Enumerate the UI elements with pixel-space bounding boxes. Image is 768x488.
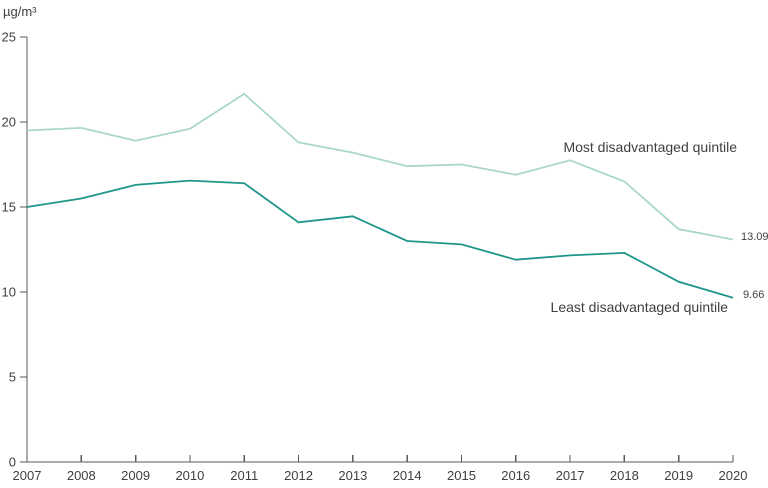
- x-tick-label: 2008: [67, 468, 96, 483]
- y-tick-label: 10: [2, 285, 16, 300]
- y-tick-label: 0: [9, 455, 16, 470]
- x-tick-label: 2011: [230, 468, 258, 483]
- tick-labels: 0 5 10 15 20 25 2007 2008 2009 2010 2011 2012 2013 20…: [2, 30, 748, 484]
- x-tick-label: 2016: [501, 468, 530, 483]
- axes: [20, 36, 734, 463]
- x-tick-label: 2017: [556, 468, 585, 483]
- end-value-least-disadvantaged: 9.66: [743, 289, 765, 301]
- y-axis-unit-label: µg/m³: [3, 4, 37, 19]
- end-value-most-disadvantaged: 13.09: [741, 231, 768, 243]
- x-tick-label: 2018: [610, 468, 639, 483]
- series-line-least-disadvantaged: [26, 179, 734, 299]
- x-tick-label: 2009: [121, 468, 150, 483]
- y-tick-label: 25: [2, 30, 16, 45]
- x-tick-label: 2015: [447, 468, 476, 483]
- y-tick-label: 20: [2, 115, 16, 130]
- x-tick-label: 2013: [338, 468, 367, 483]
- x-tick-label: 2010: [175, 468, 204, 483]
- x-tick-label: 2012: [284, 468, 313, 483]
- y-tick-label: 5: [9, 370, 16, 385]
- x-tick-label: 2019: [664, 468, 693, 483]
- x-tick-label: 2014: [393, 468, 422, 483]
- x-tick-label: 2007: [13, 468, 42, 483]
- series-label-least-disadvantaged: Least disadvantaged quintile: [550, 299, 728, 315]
- series-line-most-disadvantaged: [26, 92, 734, 241]
- x-tick-label: 2020: [719, 468, 748, 483]
- y-tick-label: 15: [2, 200, 16, 215]
- series-label-most-disadvantaged: Most disadvantaged quintile: [563, 139, 737, 155]
